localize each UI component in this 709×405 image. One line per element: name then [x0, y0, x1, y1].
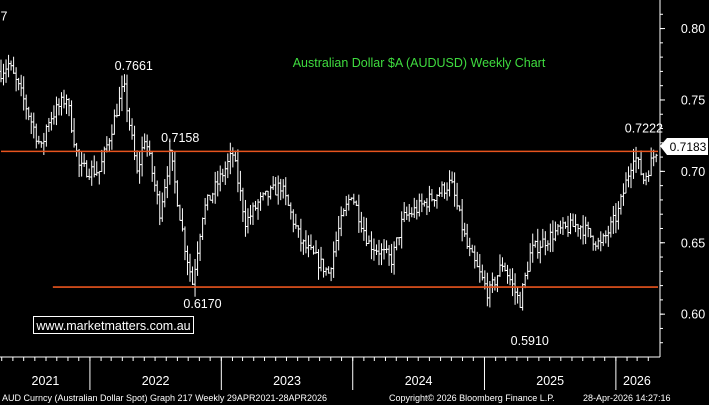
y-tick-label: 0.75 [681, 93, 705, 107]
last-price-marker: 0.7183 [660, 138, 708, 155]
price-chart: 0.800.750.700.650.60 2021 2022 2023 2024 202… [0, 0, 708, 390]
footer-right: 28-Apr-2026 14:27:16 [583, 393, 671, 403]
y-tick-label: 0.65 [681, 236, 705, 250]
price-annotation: 0.5910 [511, 334, 549, 348]
last-price-tag [660, 138, 708, 155]
price-annotation: 0.7158 [161, 131, 199, 145]
support-resistance-lines [1, 150, 658, 288]
price-annotation: 0.6170 [183, 297, 221, 311]
x-tick-label: 2026 [623, 374, 651, 388]
chart-title: Australian Dollar $A (AUDUSD) Weekly Cha… [293, 56, 546, 70]
watermark-url: www.marketmatters.com.au [33, 316, 194, 334]
price-annotations: 0.8007 0.7661 0.7158 0.6170 0.5910 0.7222 [0, 10, 663, 348]
price-annotation: 0.7661 [115, 59, 153, 73]
x-tick-label: 2021 [32, 374, 60, 388]
footer-left: AUD Curncy (Australian Dollar Spot) Grap… [2, 393, 327, 403]
x-tick-label: 2025 [536, 374, 564, 388]
price-annotation: 0.7222 [625, 122, 663, 136]
last-price-label: 0.7183 [670, 140, 707, 154]
x-tick-label: 2024 [405, 374, 433, 388]
x-tick-label: 2022 [142, 374, 170, 388]
price-annotation: 0.8007 [0, 10, 7, 24]
price-bars [0, 54, 658, 311]
x-axis: 2021 2022 2023 2024 2025 2026 [1, 357, 651, 390]
footer-bar: AUD Curncy (Australian Dollar Spot) Grap… [0, 391, 709, 405]
y-tick-label: 0.60 [681, 308, 705, 322]
x-tick-label: 2023 [273, 374, 301, 388]
y-tick-label: 0.70 [681, 165, 705, 179]
y-tick-label: 0.80 [681, 22, 705, 36]
y-axis: 0.80 0.75 0.70 0.65 0.60 [660, 13, 705, 344]
footer-center: Copyright© 2026 Bloomberg Finance L.P. [389, 393, 555, 403]
